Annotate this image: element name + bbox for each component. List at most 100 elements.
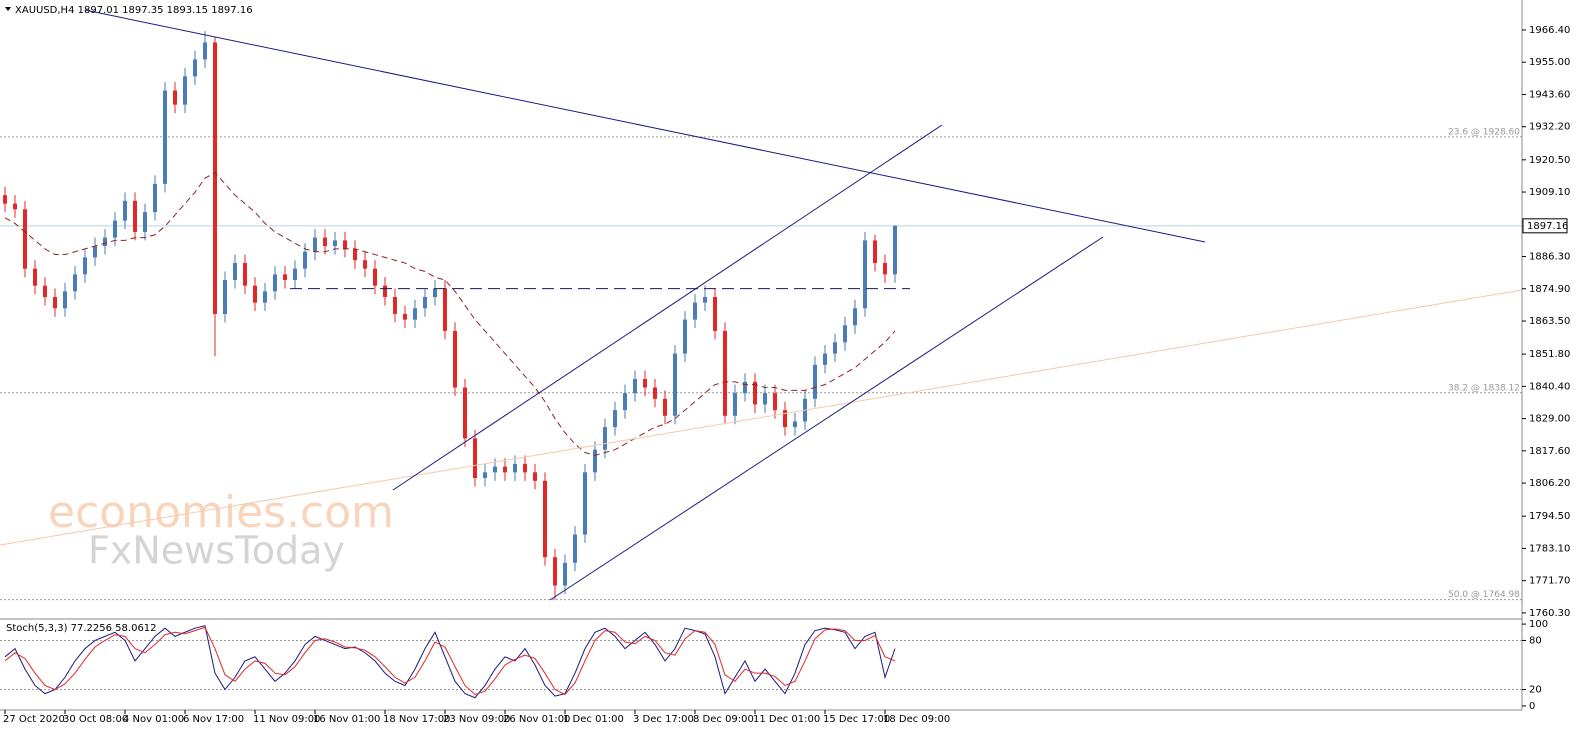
candle-body bbox=[533, 472, 537, 481]
x-tick-label: 18 Dec 09:00 bbox=[883, 714, 950, 725]
candle-body bbox=[83, 257, 87, 275]
candle-body bbox=[243, 263, 247, 286]
candle-body bbox=[253, 285, 257, 303]
candle-body bbox=[13, 203, 17, 210]
candle-body bbox=[613, 410, 617, 428]
candle-body bbox=[733, 393, 737, 416]
menu-icon[interactable] bbox=[5, 7, 11, 11]
y-tick-label: 1817.60 bbox=[1529, 446, 1570, 457]
candle-body bbox=[33, 268, 37, 286]
candle-body bbox=[3, 195, 7, 204]
y-tick-label: 1760.30 bbox=[1529, 608, 1570, 619]
x-tick-label: 26 Nov 01:00 bbox=[503, 714, 570, 725]
candle-body bbox=[283, 274, 287, 281]
candle-body bbox=[343, 240, 347, 249]
x-tick-label: 18 Nov 17:00 bbox=[383, 714, 450, 725]
candle-body bbox=[783, 410, 787, 428]
candle-body bbox=[73, 274, 77, 292]
x-tick-label: 8 Dec 09:00 bbox=[693, 714, 754, 725]
y-tick-label: 20 bbox=[1529, 685, 1542, 696]
candle-body bbox=[773, 393, 777, 411]
y-tick-label: 1829.00 bbox=[1529, 414, 1570, 425]
candle-body bbox=[863, 240, 867, 309]
candle-body bbox=[693, 302, 697, 320]
y-tick-label: 1806.20 bbox=[1529, 478, 1570, 489]
candle-body bbox=[443, 288, 447, 331]
candle-body bbox=[93, 246, 97, 258]
candle-body bbox=[403, 313, 407, 320]
candle-body bbox=[63, 291, 67, 309]
watermark: economies.com FxNewsToday bbox=[48, 487, 394, 573]
candle-body bbox=[333, 240, 337, 247]
candle-body bbox=[173, 90, 177, 105]
candle-body bbox=[603, 427, 607, 450]
candle-body bbox=[193, 59, 197, 77]
x-tick-label: 4 Nov 01:00 bbox=[123, 714, 184, 725]
candle-body bbox=[483, 472, 487, 478]
candle-body bbox=[43, 285, 47, 297]
candle-body bbox=[233, 263, 237, 281]
candle-body bbox=[503, 466, 507, 473]
candle-body bbox=[383, 285, 387, 297]
x-tick-label: 3 Dec 17:00 bbox=[633, 714, 694, 725]
candle-body bbox=[553, 557, 557, 586]
y-tick-label: 1783.10 bbox=[1529, 543, 1570, 554]
candle-body bbox=[583, 472, 587, 535]
candle-body bbox=[163, 90, 167, 184]
x-tick-label: 30 Oct 08:00 bbox=[63, 714, 128, 725]
candle-body bbox=[463, 387, 467, 439]
candle-body bbox=[453, 330, 457, 388]
last-price-box bbox=[1522, 218, 1568, 234]
candle-body bbox=[353, 248, 357, 261]
candle-body bbox=[293, 268, 297, 281]
candle-body bbox=[743, 381, 747, 394]
candle-body bbox=[523, 463, 527, 473]
candle-body bbox=[203, 42, 207, 60]
candle-body bbox=[213, 42, 217, 314]
candle-body bbox=[723, 330, 727, 416]
y-tick-label: 0 bbox=[1529, 701, 1535, 712]
candle-body bbox=[573, 534, 577, 563]
candle-body bbox=[873, 240, 877, 264]
candle-body bbox=[413, 308, 417, 320]
candle-body bbox=[683, 319, 687, 354]
chart-title: XAUUSD,H4 1897.01 1897.35 1893.15 1897.1… bbox=[15, 5, 253, 16]
watermark-line: FxNewsToday bbox=[88, 529, 345, 573]
y-tick-label: 80 bbox=[1529, 635, 1542, 646]
candle-body bbox=[393, 296, 397, 314]
candle-body bbox=[713, 296, 717, 331]
candle-body bbox=[153, 183, 157, 213]
x-tick-label: 6 Nov 17:00 bbox=[183, 714, 244, 725]
fib-label: 38.2 @ 1838.12 bbox=[1448, 383, 1520, 393]
candle-body bbox=[793, 421, 797, 428]
candle-body bbox=[103, 237, 107, 247]
indicator-title: Stoch(5,3,3) 77.2256 58.0612 bbox=[6, 623, 157, 634]
candle-body bbox=[263, 291, 267, 303]
y-tick-label: 1955.00 bbox=[1529, 57, 1570, 68]
candle-body bbox=[273, 274, 277, 292]
x-tick-label: 11 Dec 01:00 bbox=[753, 714, 820, 725]
y-tick-label: 1886.30 bbox=[1529, 252, 1570, 263]
x-tick-label: 23 Nov 09:00 bbox=[443, 714, 510, 725]
x-tick-label: 11 Nov 09:00 bbox=[253, 714, 320, 725]
x-tick-label: 16 Nov 01:00 bbox=[313, 714, 380, 725]
candle-body bbox=[623, 393, 627, 411]
candle-body bbox=[373, 268, 377, 286]
candle-body bbox=[673, 353, 677, 416]
y-tick-label: 1932.20 bbox=[1529, 122, 1570, 133]
candle-body bbox=[763, 393, 767, 405]
candle-body bbox=[53, 296, 57, 309]
trend-line bbox=[84, 9, 1206, 243]
candle-body bbox=[663, 398, 667, 416]
candle-body bbox=[313, 237, 317, 252]
drawings bbox=[0, 9, 1523, 601]
last-price-label: 1897.16 bbox=[1527, 221, 1568, 232]
candle-body bbox=[223, 280, 227, 314]
candle-body bbox=[883, 263, 887, 275]
y-tick-label: 1851.80 bbox=[1529, 349, 1570, 360]
trend-line bbox=[0, 289, 1523, 546]
candle-body bbox=[643, 379, 647, 388]
